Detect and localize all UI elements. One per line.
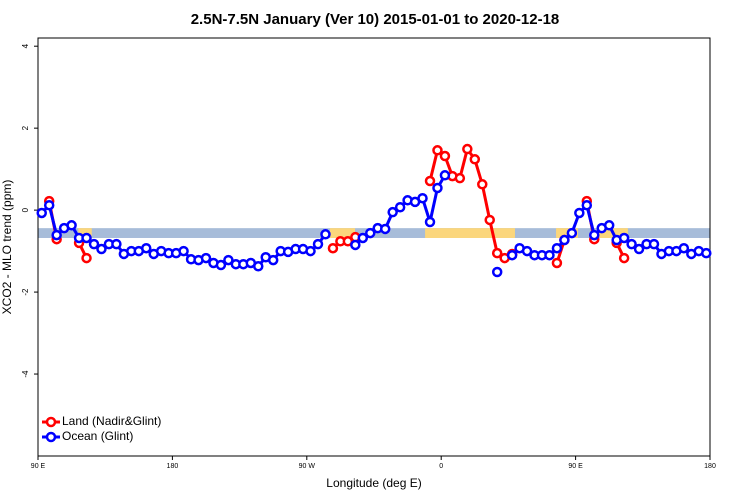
data-point [678,242,690,254]
land-span [329,228,356,238]
data-point [424,216,436,228]
x-tick-label: 180 [167,463,179,470]
data-point [66,220,77,231]
data-point [200,252,212,264]
data-point [394,201,406,213]
data-point [439,150,451,162]
data-point [81,252,92,264]
legend-marker [45,416,57,428]
y-tick-label: 4 [21,43,30,48]
land-span [425,228,515,238]
data-point [574,207,585,219]
data-point [43,199,55,211]
data-point [439,170,451,181]
data-point [551,257,563,269]
data-point [96,243,107,255]
data-point [521,245,533,257]
data-point [432,145,443,156]
legend-marker [45,431,57,443]
data-point [462,143,473,155]
data-point [626,238,637,250]
data-point [566,227,578,239]
plot-frame [37,37,711,457]
y-axis-label: XCO2 - MLO trend (ppm) [0,180,14,315]
data-point [424,175,436,187]
data-point [387,206,398,218]
data-point [581,199,593,211]
data-point [417,192,428,204]
data-point [253,261,264,272]
y-tick-label: -2 [21,288,30,296]
y-tick-label: -4 [21,370,30,378]
data-point [491,247,503,259]
data-point [51,229,62,241]
data-point [36,207,47,219]
data-point [350,239,361,251]
data-point [618,252,630,264]
data-point [357,232,369,244]
legend-label: Ocean (Glint) [62,429,133,443]
x-tick-label: 180 [704,463,716,470]
data-point [365,227,376,239]
data-point [432,182,443,194]
y-tick-label: 2 [21,125,30,130]
data-point [477,179,488,190]
data-point [111,238,122,250]
data-point [491,266,503,278]
data-point [544,249,555,261]
data-point [223,254,234,266]
data-point [603,220,615,231]
data-point [618,232,630,244]
data-point [88,238,100,250]
x-axis-label: Longitude (deg E) [326,476,421,490]
chart-title: 2.5N-7.5N January (Ver 10) 2015-01-01 to… [191,11,560,28]
data-point [633,243,645,255]
data-point [178,245,189,257]
data-point [506,249,518,261]
data-point [312,238,324,250]
data-point [379,223,391,235]
legend-label: Land (Nadir&Glint) [62,414,161,428]
data-point [81,232,92,244]
data-point [551,242,563,254]
data-point [454,172,466,184]
data-point [559,234,570,246]
data-point [469,154,481,165]
data-point [701,247,712,259]
data-point [267,254,279,266]
data-point [141,242,152,254]
x-tick-label: 0 [439,463,443,470]
data-point [327,242,339,254]
data-point [484,214,495,226]
data-point [305,245,316,257]
data-point [320,229,331,240]
data-point [215,259,227,271]
x-tick-label: 90 E [31,463,46,470]
data-point [648,238,660,250]
data-point [589,229,600,241]
x-tick-label: 90 E [568,463,583,470]
x-tick-label: 90 W [299,463,316,470]
y-tick-label: 0 [21,207,30,212]
